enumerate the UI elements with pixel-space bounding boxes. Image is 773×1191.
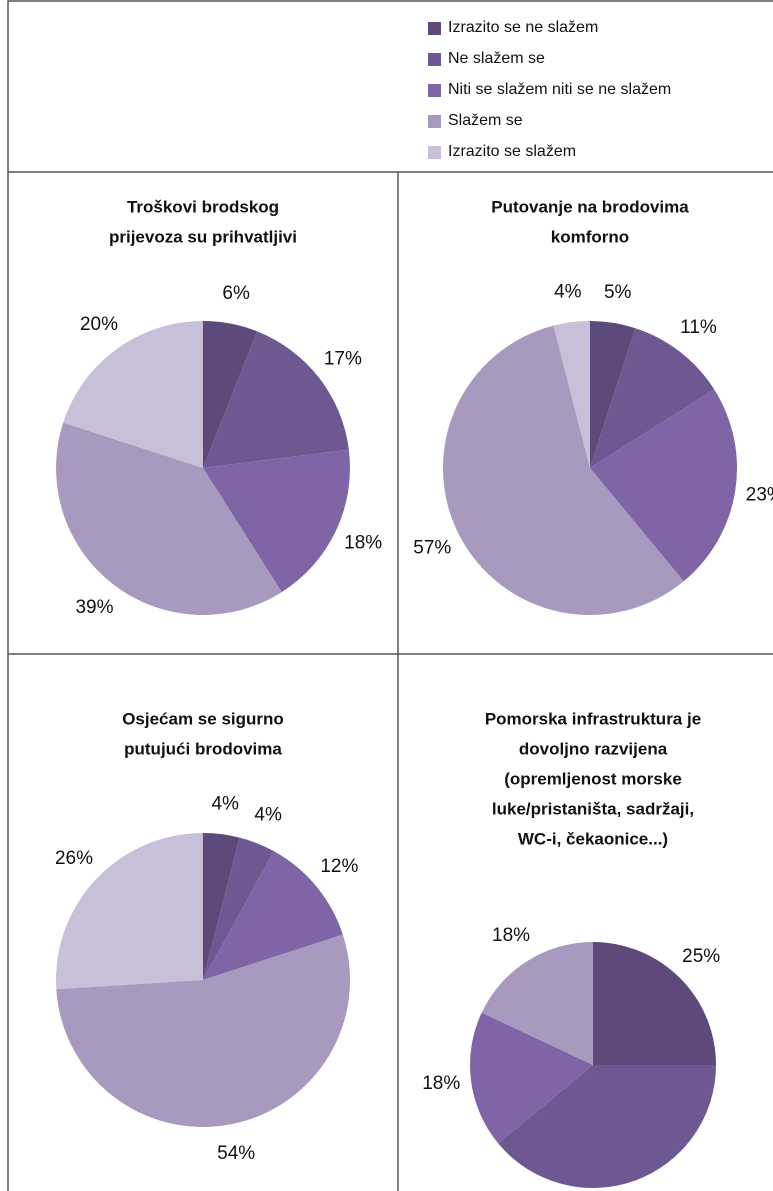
data-label: 25%	[682, 946, 720, 967]
pie-slice	[593, 942, 716, 1065]
pie-slice	[481, 942, 593, 1065]
chart-title: WC-i, čekaonice...)	[518, 829, 668, 848]
data-label: 4%	[211, 793, 239, 814]
data-label: 4%	[554, 281, 582, 302]
data-label: 26%	[55, 848, 93, 869]
chart-title: dovoljno razvijena	[519, 739, 668, 758]
pie-slice	[203, 837, 274, 980]
data-label: 5%	[604, 282, 632, 303]
data-label: 18%	[344, 532, 382, 553]
chart-title: Troškovi brodskog	[127, 197, 279, 216]
data-label: 39%	[75, 597, 113, 618]
chart-title: luke/pristaništa, sadržaji,	[492, 799, 694, 818]
pie-slice	[55, 833, 203, 990]
legend-swatch	[428, 84, 441, 97]
data-label: 57%	[413, 537, 451, 558]
chart-title: (opremljenost morske	[504, 769, 682, 788]
data-label: 18%	[492, 925, 530, 946]
pie-slice	[203, 833, 240, 980]
pie-slice	[55, 422, 282, 615]
data-label: 12%	[320, 856, 358, 877]
legend-label: Niti se slažem niti se ne slažem	[448, 81, 671, 98]
legend-swatch	[428, 146, 441, 159]
pie-slice	[443, 325, 684, 615]
pie-slice	[56, 934, 350, 1127]
pie-slice	[203, 449, 350, 593]
chart-title: Putovanje na brodovima	[491, 197, 689, 216]
pie-slice	[469, 1012, 593, 1144]
legend-swatch	[428, 22, 441, 35]
pie-slice	[203, 321, 258, 468]
legend-label: Izrazito se ne slažem	[448, 19, 598, 36]
data-label: 17%	[324, 349, 362, 370]
chart-title: komforno	[551, 227, 629, 246]
pie-slice	[590, 389, 737, 582]
chart-title: Pomorska infrastruktura je	[485, 709, 701, 728]
data-label: 11%	[680, 317, 717, 338]
chart-title: Osjećam se sigurno	[122, 709, 284, 728]
legend-label: Izrazito se slažem	[448, 143, 576, 160]
data-label: 6%	[222, 283, 250, 304]
data-label: 54%	[217, 1143, 255, 1164]
legend-swatch	[428, 115, 441, 128]
pie-slice	[590, 328, 715, 468]
legend-swatch	[428, 53, 441, 66]
chart-title: putujući brodovima	[124, 739, 282, 758]
pie-slice	[203, 331, 349, 468]
pie-slice	[63, 321, 204, 468]
data-label: 18%	[422, 1073, 460, 1094]
chart-title: prijevoza su prihvatljivi	[109, 227, 297, 246]
pie-slice	[203, 851, 343, 980]
pie-slice	[590, 321, 636, 468]
data-label: 23%	[746, 485, 773, 506]
pie-slice	[498, 1065, 716, 1188]
frame	[7, 0, 773, 1191]
data-label: 4%	[254, 804, 282, 825]
legend-label: Slažem se	[448, 112, 523, 129]
data-label: 20%	[80, 314, 118, 335]
pie-slice	[553, 321, 590, 468]
legend-label: Ne slažem se	[448, 50, 545, 67]
